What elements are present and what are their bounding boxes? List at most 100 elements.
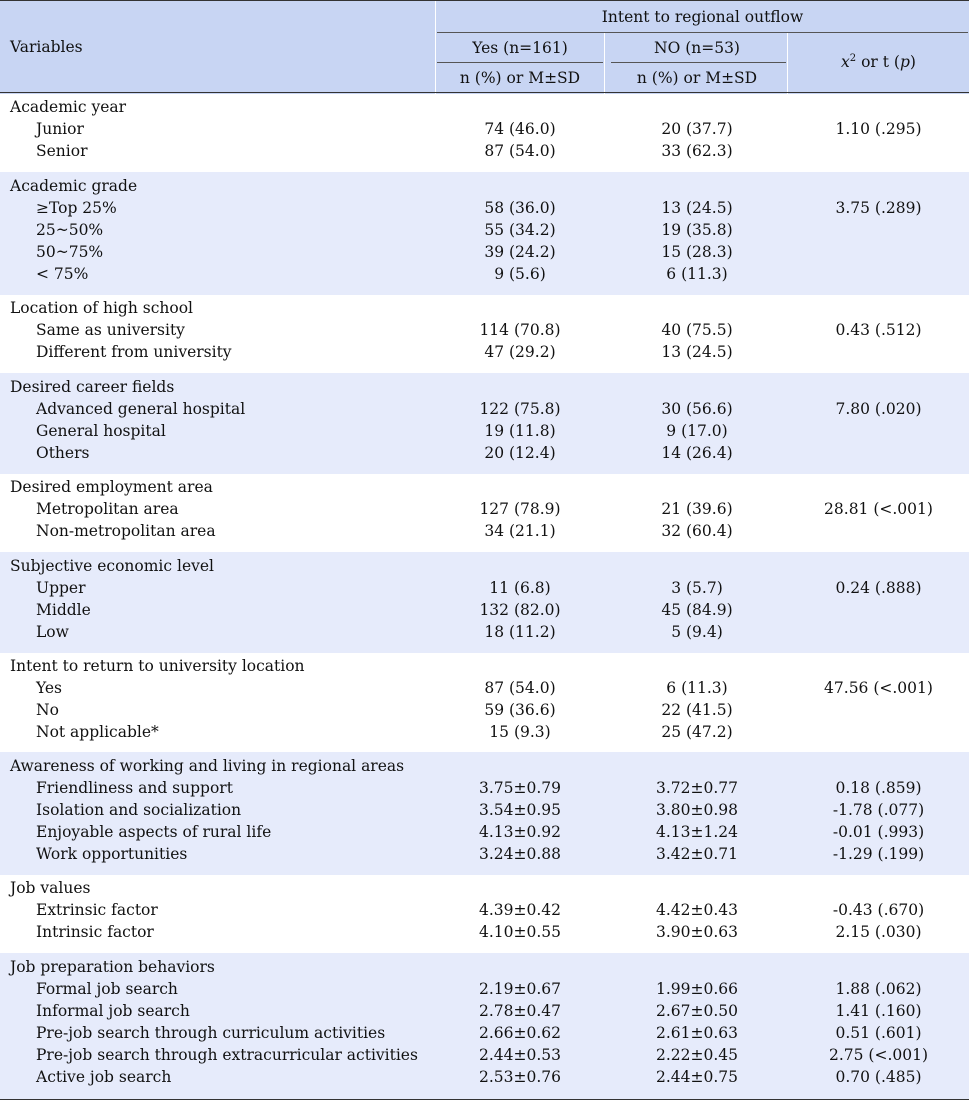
header-stat: x2 or t (p): [841, 53, 916, 72]
cell-stat: 0.18 (.859): [835, 779, 922, 797]
group-9: Job preparation behaviors Formal job sear…: [0, 953, 969, 1099]
row-label: Isolation and socialization: [36, 801, 242, 819]
cell-yes: 2.53±0.76: [478, 1068, 561, 1086]
row-label: ≥Top 25%: [36, 199, 117, 217]
cell-no: 14 (26.4): [661, 444, 733, 462]
group-5: Subjective economic level Upper 11 (6.8) 3 …: [0, 552, 969, 653]
row-label: Formal job search: [36, 980, 178, 998]
cell-no: 19 (35.8): [661, 221, 733, 239]
cell-yes: 39 (24.2): [484, 243, 556, 261]
group-7: Awareness of working and living in regio…: [0, 752, 969, 875]
cell-no: 6 (11.3): [666, 679, 728, 697]
cell-no: 2.44±0.75: [655, 1068, 738, 1086]
row-label: Intrinsic factor: [36, 923, 154, 941]
table-row: Upper 11 (6.8) 3 (5.7) 0.24 (.888): [0, 577, 969, 599]
group-label: Desired career fields: [10, 378, 175, 396]
cell-yes: 2.19±0.67: [478, 980, 561, 998]
cell-no: 3.80±0.98: [655, 801, 738, 819]
cell-stat: 28.81 (<.001): [824, 500, 933, 518]
table-row: General hospital 19 (11.8) 9 (17.0): [0, 420, 969, 442]
group-4: Desired employment area Metropolitan area…: [0, 473, 969, 553]
row-label: Enjoyable aspects of rural life: [36, 823, 272, 841]
cell-stat: 2.15 (.030): [835, 923, 922, 941]
row-label: Junior: [36, 120, 84, 138]
row-label: Work opportunities: [36, 845, 188, 863]
row-label: Low: [36, 623, 69, 641]
table-row: Isolation and socialization 3.54±0.95 3.80…: [0, 799, 969, 821]
cell-no: 9 (17.0): [666, 422, 728, 440]
table-row: Same as university 114 (70.8) 40 (75.5) 0.4…: [0, 319, 969, 341]
cell-yes: 4.39±0.42: [478, 901, 561, 919]
row-label: Middle: [36, 601, 91, 619]
table-row: Junior 74 (46.0) 20 (37.7) 1.10 (.295): [0, 118, 969, 140]
header-yes: Yes (n=161): [472, 39, 568, 57]
row-label: No: [36, 701, 59, 719]
cell-yes: 74 (46.0): [484, 120, 556, 138]
row-label: < 75%: [36, 265, 89, 283]
group-label: Location of high school: [10, 299, 193, 317]
table-row: No 59 (36.6) 22 (41.5): [0, 699, 969, 721]
cell-no: 21 (39.6): [661, 500, 733, 518]
cell-no: 2.67±0.50: [655, 1002, 738, 1020]
row-label: Informal job search: [36, 1002, 190, 1020]
cell-yes: 15 (9.3): [489, 723, 551, 741]
cell-stat: 1.88 (.062): [835, 980, 922, 998]
cell-no: 32 (60.4): [661, 522, 733, 540]
cell-no: 2.61±0.63: [655, 1024, 738, 1042]
cell-no: 3.72±0.77: [655, 779, 738, 797]
row-label: Yes: [36, 679, 63, 697]
cell-stat: 1.41 (.160): [835, 1002, 922, 1020]
cell-stat: 0.51 (.601): [835, 1024, 922, 1042]
cell-no: 3.90±0.63: [655, 923, 738, 941]
cell-yes: 18 (11.2): [484, 623, 556, 641]
table-row: ≥Top 25% 58 (36.0) 13 (24.5) 3.75 (.289): [0, 197, 969, 219]
table-row: Informal job search 2.78±0.47 2.67±0.50 1.4…: [0, 1000, 969, 1022]
cell-yes: 19 (11.8): [484, 422, 556, 440]
row-label: Pre-job search through extracurricular a…: [36, 1046, 418, 1064]
table-row: Pre-job search through extracurricular a…: [0, 1044, 969, 1066]
cell-no: 1.99±0.66: [655, 980, 738, 998]
row-label: Extrinsic factor: [36, 901, 158, 919]
header-no: NO (n=53): [654, 39, 740, 57]
table-row: Metropolitan area 127 (78.9) 21 (39.6) 28.8…: [0, 498, 969, 520]
group-label: Intent to return to university location: [10, 657, 305, 675]
row-label: Friendliness and support: [36, 779, 233, 797]
table-row: Friendliness and support 3.75±0.79 3.72±0.…: [0, 777, 969, 799]
cell-yes: 87 (54.0): [484, 142, 556, 160]
table-row: Middle 132 (82.0) 45 (84.9): [0, 599, 969, 621]
row-label: Not applicable*: [36, 723, 159, 741]
group-label: Subjective economic level: [10, 557, 215, 575]
table-header: Variables Intent to regional outflow Yes…: [0, 0, 969, 94]
group-label: Awareness of working and living in regio…: [10, 757, 405, 775]
cell-no: 30 (56.6): [661, 400, 733, 418]
cell-stat: -0.43 (.670): [832, 901, 925, 919]
cell-yes: 34 (21.1): [484, 522, 556, 540]
row-label: Different from university: [36, 343, 232, 361]
cell-yes: 58 (36.0): [484, 199, 556, 217]
table-row: Active job search 2.53±0.76 2.44±0.75 0.70 …: [0, 1066, 969, 1088]
table-row: Different from university 47 (29.2) 13 (24…: [0, 341, 969, 363]
table-row: Intrinsic factor 4.10±0.55 3.90±0.63 2.15 (…: [0, 921, 969, 943]
table-row: < 75% 9 (5.6) 6 (11.3): [0, 263, 969, 285]
group-label: Job values: [10, 879, 91, 897]
cell-yes: 127 (78.9): [479, 500, 561, 518]
table-row: Advanced general hospital 122 (75.8) 30 (5…: [0, 398, 969, 420]
cell-yes: 122 (75.8): [479, 400, 561, 418]
cell-stat: 0.24 (.888): [835, 579, 922, 597]
group-0: Academic year Junior 74 (46.0) 20 (37.7) 1.1…: [0, 93, 969, 172]
row-label: Pre-job search through curriculum activi…: [36, 1024, 386, 1042]
cell-stat: 0.43 (.512): [835, 321, 922, 339]
table-row: Non-metropolitan area 34 (21.1) 32 (60.4): [0, 520, 969, 542]
cell-yes: 4.13±0.92: [478, 823, 561, 841]
group-3: Desired career fields Advanced general ho…: [0, 373, 969, 474]
group-6: Intent to return to university location Y…: [0, 652, 969, 753]
cell-no: 13 (24.5): [661, 343, 733, 361]
cell-no: 25 (47.2): [661, 723, 733, 741]
cell-stat: 3.75 (.289): [835, 199, 922, 217]
cell-yes: 9 (5.6): [494, 265, 546, 283]
row-label: Metropolitan area: [36, 500, 179, 518]
cell-yes: 4.10±0.55: [478, 923, 561, 941]
cell-yes: 59 (36.6): [484, 701, 556, 719]
cell-no: 6 (11.3): [666, 265, 728, 283]
cell-yes: 132 (82.0): [479, 601, 561, 619]
